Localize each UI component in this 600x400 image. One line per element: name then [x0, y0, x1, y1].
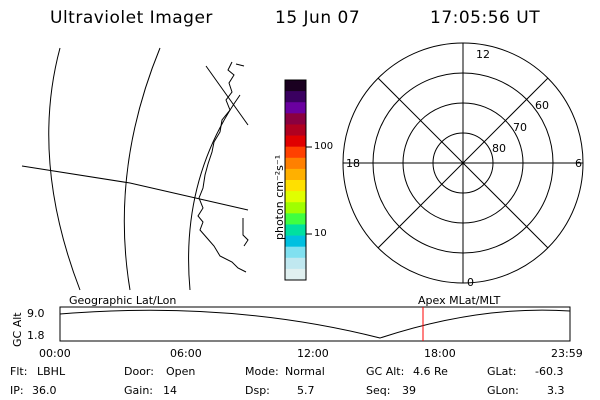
map-latline-1: [21, 165, 249, 211]
timeline-left-label: Geographic Lat/Lon: [69, 294, 177, 307]
status-gain-value: 14: [163, 384, 177, 397]
colorbar-band: [285, 113, 306, 125]
status-dsp-label: Dsp:: [245, 384, 270, 397]
status-mode-label: Mode:: [245, 365, 279, 378]
map-coastline-2: [242, 218, 249, 247]
map-coastline: [197, 61, 247, 273]
status-mode-value: Normal: [285, 365, 325, 378]
status-door-label: Door:: [124, 365, 154, 378]
polar-ring-70: 70: [513, 121, 527, 134]
status-gcalt-value: 4.6 Re: [413, 365, 448, 378]
timeline-right-label: Apex MLat/MLT: [418, 294, 501, 307]
status-glon-label: GLon:: [487, 384, 519, 397]
colorbar-band: [285, 246, 306, 259]
colorbar-band: [285, 157, 306, 170]
observation-date: 15 Jun 07: [275, 8, 361, 28]
status-seq-label: Seq:: [366, 384, 391, 397]
status-glat-value: -60.3: [535, 365, 564, 378]
status-gcalt-label: GC Alt:: [366, 365, 405, 378]
timeline-ymin: 1.8: [27, 329, 45, 342]
altitude-curve: [59, 309, 571, 339]
map-coastline-3: [235, 63, 245, 67]
x-tick-2359: 23:59: [551, 347, 583, 360]
polar-label-top: 12: [476, 48, 490, 61]
observation-time: 17:05:56 UT: [430, 8, 541, 28]
polar-label-bottom: 0: [467, 276, 474, 289]
polar-label-left: 18: [346, 157, 360, 170]
polar-ring-60: 60: [535, 99, 549, 112]
status-door-value: Open: [166, 365, 196, 378]
status-glat-label: GLat:: [487, 365, 517, 378]
status-dsp-value: 5.7: [297, 384, 315, 397]
map-latline-2: [205, 65, 249, 126]
colorbar-band: [285, 235, 306, 248]
map-arc-3: [188, 94, 241, 291]
colorbar-tick-100: 100: [314, 141, 334, 152]
x-tick-0600: 06:00: [170, 347, 202, 360]
status-filter-value: LBHL: [37, 365, 66, 378]
colorbar-band: [285, 213, 306, 225]
status-ip-label: IP:: [10, 384, 24, 397]
status-filter-label: Flt:: [10, 365, 28, 378]
x-tick-1200: 12:00: [297, 347, 329, 360]
timeline-y-axis-label: GC Alt: [11, 312, 24, 347]
status-seq-value: 39: [402, 384, 416, 397]
x-tick-0000: 00:00: [39, 347, 71, 360]
colorbar-band: [285, 146, 306, 159]
polar-label-right: 6: [575, 157, 582, 170]
colorbar-band: [285, 135, 306, 148]
polar-ring-80: 80: [492, 142, 506, 155]
colorbar-band: [285, 124, 306, 137]
instrument-title: Ultraviolet Imager: [50, 8, 213, 28]
colorbar-band: [285, 102, 306, 114]
colorbar-band: [285, 202, 306, 214]
status-ip-value: 36.0: [32, 384, 57, 397]
colorbar-band: [285, 168, 306, 181]
x-tick-1800: 18:00: [424, 347, 456, 360]
timeline-ymax: 9.0: [27, 307, 45, 320]
colorbar-tick-10: 10: [314, 228, 327, 239]
colorbar-band: [285, 268, 306, 281]
status-gain-label: Gain:: [124, 384, 153, 397]
colorbar-band: [285, 191, 306, 203]
colorbar-band: [285, 80, 306, 92]
colorbar-band: [285, 224, 306, 237]
colorbar-band: [285, 91, 306, 103]
colorbar-band: [285, 180, 306, 192]
map-arc-1: [48, 47, 81, 291]
colorbar-band: [285, 257, 306, 270]
map-arc-2: [123, 47, 161, 291]
status-glon-value: 3.3: [547, 384, 565, 397]
